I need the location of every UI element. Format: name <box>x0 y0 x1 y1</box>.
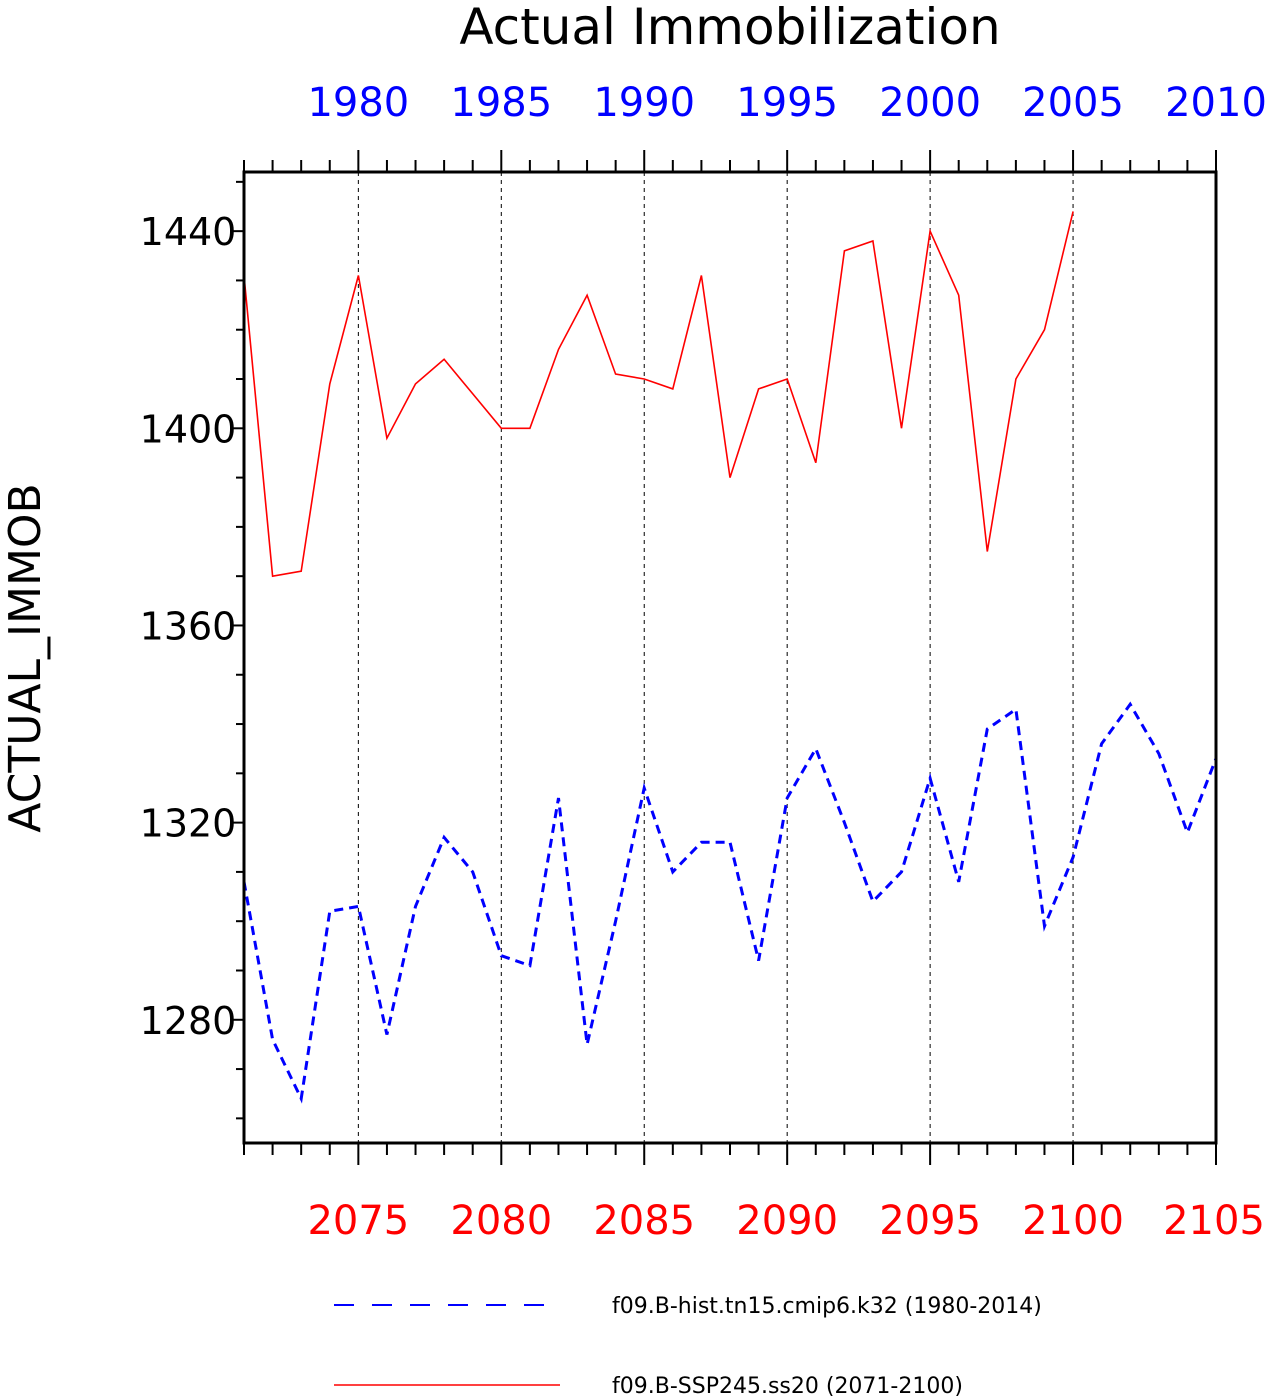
legend-label: f09.B-hist.tn15.cmip6.k32 (1980-2014) <box>612 1294 1042 1319</box>
top-x-tick-label: 2010 <box>1165 80 1267 126</box>
top-x-tick-label: 1985 <box>450 80 552 126</box>
top-x-tick-label: 1990 <box>593 80 695 126</box>
series-lines <box>242 211 1218 1104</box>
y-tick-label: 1440 <box>140 210 237 254</box>
bottom-x-tick-label: 2080 <box>450 1198 552 1244</box>
bottom-x-tick-label: 2075 <box>307 1198 409 1244</box>
bottom-x-tick-label: 2095 <box>879 1198 981 1244</box>
bottom-x-tick-label: 2100 <box>1022 1198 1124 1244</box>
bottom-x-tick-label: 2090 <box>736 1198 838 1244</box>
hist-series-line <box>242 701 1218 1104</box>
ssp-series-line <box>243 211 1074 578</box>
legend-label: f09.B-SSP245.ss20 (2071-2100) <box>612 1374 963 1399</box>
bottom-x-tick-label: 2085 <box>593 1198 695 1244</box>
top-x-tick-label: 2005 <box>1022 80 1124 126</box>
top-x-tick-label: 1995 <box>736 80 838 126</box>
top-x-tick-label: 2000 <box>879 80 981 126</box>
gridlines <box>357 172 1074 1143</box>
chart-title: Actual Immobilization <box>459 0 1000 56</box>
y-axis-label: ACTUAL_IMMOB <box>0 483 51 832</box>
axes: 1280 1320 1360 1400 1440 1980 1985 1990 1995 2000… <box>140 80 1267 1244</box>
bottom-x-tick-label: 2105 <box>1163 1198 1265 1244</box>
y-tick-label: 1320 <box>140 802 237 846</box>
y-tick-label: 1360 <box>140 604 237 648</box>
top-x-tick-label: 1980 <box>307 80 409 126</box>
y-tick-label: 1400 <box>140 407 237 451</box>
y-tick-label: 1280 <box>140 999 237 1043</box>
plot-frame <box>242 170 1218 1145</box>
legend: f09.B-hist.tn15.cmip6.k32 (1980-2014) f09… <box>334 1294 1042 1399</box>
